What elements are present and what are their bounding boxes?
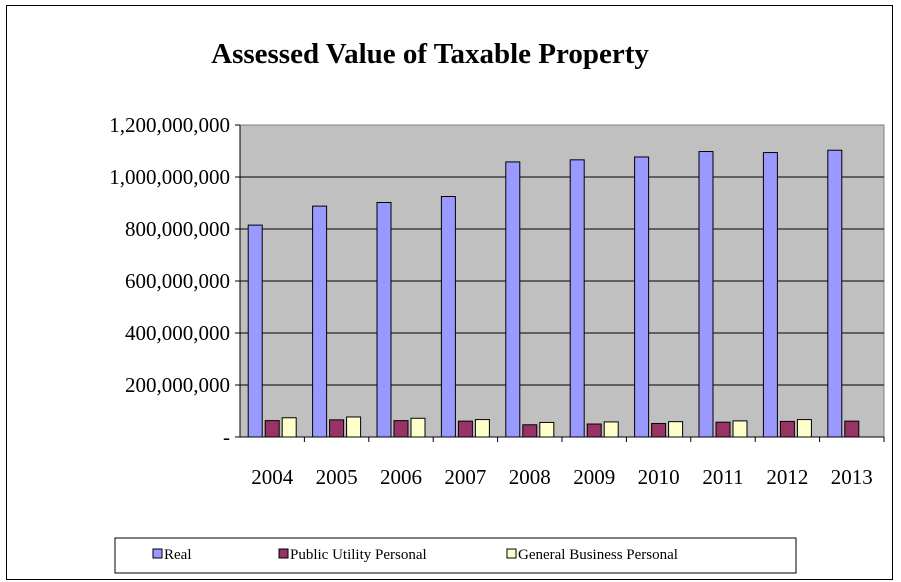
- bar: [586, 423, 602, 438]
- bar: [346, 416, 362, 438]
- y-tick-label: 1,000,000,000: [109, 165, 230, 189]
- bar: [457, 420, 473, 438]
- bar: [312, 205, 328, 438]
- bar: [715, 421, 731, 438]
- bar: [505, 161, 521, 438]
- legend-label: General Business Personal: [518, 547, 678, 563]
- bar: [410, 417, 426, 438]
- legend-swatch: [152, 548, 163, 559]
- bar: [247, 224, 263, 438]
- bar: [539, 421, 555, 438]
- bar: [827, 149, 843, 438]
- legend: Real Public Utility Personal General Busin…: [114, 537, 797, 574]
- y-tick-label: 600,000,000: [125, 269, 230, 293]
- legend-swatch: [278, 548, 289, 559]
- bar: [440, 196, 456, 438]
- x-tick-label: 2006: [380, 465, 422, 489]
- bar: [376, 201, 392, 438]
- bar: [779, 420, 795, 438]
- x-tick-label: 2010: [638, 465, 680, 489]
- x-tick-label: 2013: [831, 465, 873, 489]
- x-tick-label: 2007: [444, 465, 486, 489]
- bar: [603, 421, 619, 438]
- bar: [393, 420, 409, 438]
- legend-swatch: [506, 548, 517, 559]
- y-tick-label: 200,000,000: [125, 373, 230, 397]
- legend-label: Real: [164, 547, 192, 563]
- bar: [329, 419, 345, 438]
- bar: [668, 421, 684, 438]
- x-tick-label: 2009: [573, 465, 615, 489]
- bar: [651, 422, 667, 438]
- bar: [569, 159, 585, 438]
- legend-box: [114, 537, 797, 574]
- legend-label: Public Utility Personal: [290, 547, 427, 563]
- y-tick-label: 400,000,000: [125, 321, 230, 345]
- chart-title: Assessed Value of Taxable Property: [211, 38, 649, 70]
- bar: [732, 420, 748, 438]
- bar: [264, 420, 280, 438]
- x-tick-label: 2004: [251, 465, 294, 489]
- x-tick-label: 2012: [766, 465, 808, 489]
- bar: [281, 417, 297, 438]
- bar: [796, 419, 812, 438]
- x-tick-label: 2011: [702, 465, 743, 489]
- x-tick-label: 2008: [509, 465, 551, 489]
- bar: [762, 152, 778, 438]
- y-tick-label: 1,200,000,000: [109, 113, 230, 137]
- plot-area: - 200,000,000 400,000,000 600,000,000 800,00…: [109, 113, 885, 489]
- bar: [634, 156, 650, 438]
- y-tick-label: 800,000,000: [125, 217, 230, 241]
- bar: [474, 419, 490, 438]
- bar: [522, 424, 538, 438]
- x-tick-label: 2005: [316, 465, 358, 489]
- bar: [844, 420, 860, 438]
- bar: [698, 151, 714, 438]
- y-tick-label: -: [223, 425, 230, 449]
